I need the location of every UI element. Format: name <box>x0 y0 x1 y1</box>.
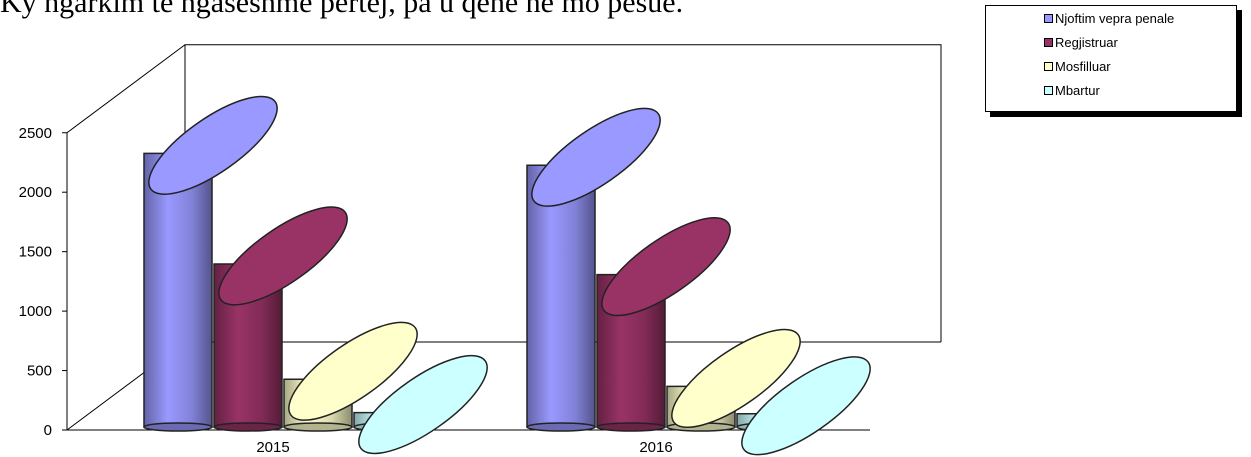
legend-label: Mbartur <box>1055 82 1100 98</box>
bar-2015-3 <box>283 321 418 432</box>
legend-label: Mosfilluar <box>1055 58 1111 74</box>
y-axis: 0 500 1000 1500 2000 2500 <box>19 125 67 439</box>
bar-top <box>218 206 348 306</box>
bar-top <box>671 328 801 429</box>
legend-item: Mbartur <box>1044 81 1100 99</box>
bar-base <box>283 422 353 432</box>
bar-body <box>143 152 213 428</box>
legend-item: Regjistruar <box>1044 33 1118 51</box>
legend-label: Njoftim vepra penale <box>1055 10 1175 26</box>
bar-top <box>148 95 278 196</box>
y-tick-label: 2500 <box>19 125 52 142</box>
x-tick-label: 2016 <box>639 439 672 456</box>
legend-item: Mosfilluar <box>1044 57 1111 75</box>
legend-swatch <box>1044 61 1053 71</box>
y-tick-label: 500 <box>27 363 52 380</box>
y-tick-label: 1000 <box>19 303 52 320</box>
page-caption: Ky ngarkim te ngaseshme pertej, pa u qen… <box>0 0 684 19</box>
bar-top <box>601 217 731 317</box>
bars <box>143 95 871 456</box>
bar-2016-4 <box>736 356 871 456</box>
bar-base <box>526 422 596 432</box>
x-tick-label: 2015 <box>256 439 289 456</box>
legend-swatch <box>1044 85 1053 95</box>
y-tick-label: 0 <box>44 422 52 439</box>
bar-top <box>741 356 871 456</box>
legend-label: Regjistruar <box>1055 34 1118 50</box>
bar-top <box>288 321 418 421</box>
legend: Njoftim vepra penale Regjistruar Mosfillua… <box>985 5 1237 112</box>
legend-swatch <box>1044 37 1053 47</box>
y-tick-label: 2000 <box>19 184 52 201</box>
bar-base <box>596 422 666 432</box>
bar-base <box>143 422 213 432</box>
bar-2016-3 <box>666 328 801 432</box>
legend-item: Njoftim vepra penale <box>1044 9 1174 27</box>
y-tick-label: 1500 <box>19 244 52 261</box>
bar-2016-1 <box>526 107 661 432</box>
x-axis: 2015 2016 <box>256 439 672 456</box>
legend-swatch <box>1044 13 1053 23</box>
bar-2015-1 <box>143 95 278 432</box>
bar-base <box>213 422 283 432</box>
bar-2015-4 <box>353 354 488 455</box>
bar-top <box>358 354 488 455</box>
bar-top <box>531 107 661 207</box>
bar-2016-2 <box>596 217 731 432</box>
bar-2015-2 <box>213 206 348 432</box>
